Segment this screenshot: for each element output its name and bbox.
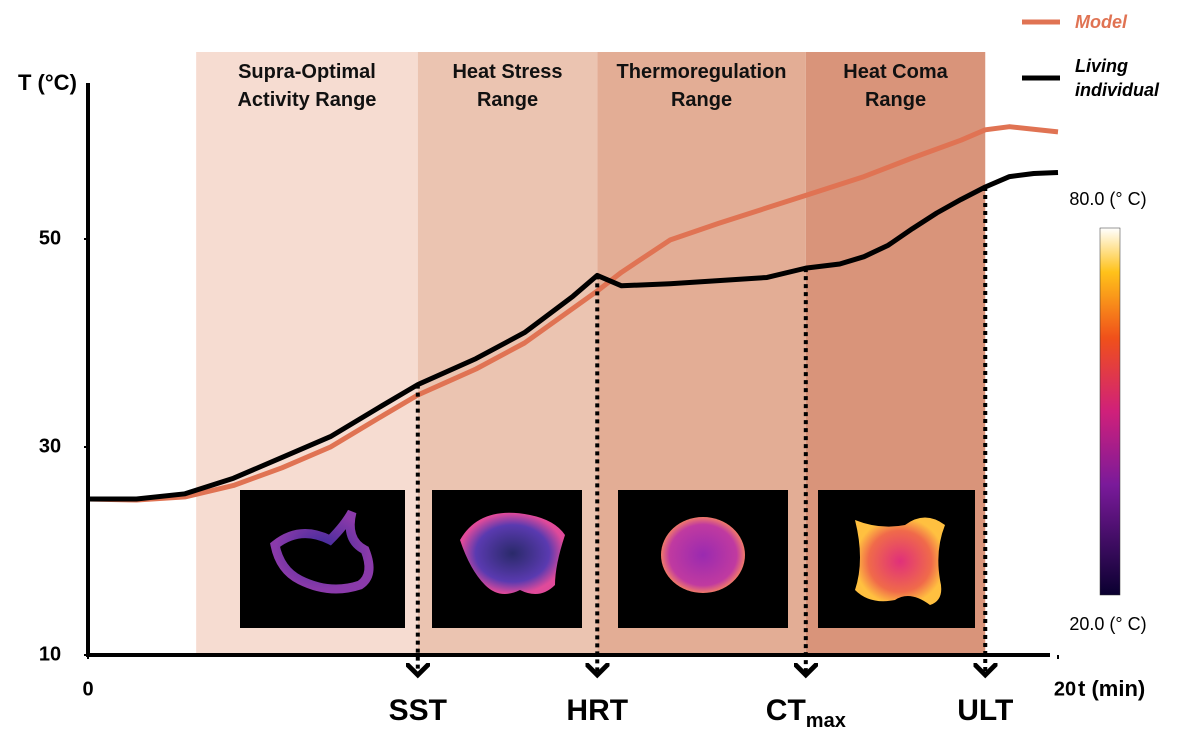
thermal-blob <box>855 517 945 605</box>
thermal-blob <box>661 517 745 593</box>
x-axis-title: t (min) <box>1078 676 1145 701</box>
thermal-image <box>240 490 405 628</box>
x-tick-label: 20 <box>1054 678 1076 700</box>
y-tick-label: 30 <box>39 435 61 457</box>
colorbar-max: 80.0 (° C) <box>1069 189 1146 209</box>
threshold-label: SST <box>389 694 447 727</box>
colorbar <box>1099 227 1121 596</box>
x-tick-label: 0 <box>82 678 93 700</box>
y-tick-label: 50 <box>39 227 61 249</box>
threshold-label: ULT <box>957 694 1013 727</box>
range-label: Heat Coma Range <box>843 61 948 111</box>
legend-label: Model <box>1075 12 1127 32</box>
legend-label: Living individual <box>1075 56 1160 100</box>
threshold-label: HRT <box>566 694 628 727</box>
series-line <box>88 169 1059 502</box>
thermal-blob <box>460 512 565 594</box>
colorbar-min: 20.0 (° C) <box>1069 614 1146 634</box>
y-axis-title: T (°C) <box>18 70 77 95</box>
range-label: Heat Stress Range <box>452 61 563 111</box>
y-tick-label: 10 <box>39 643 61 665</box>
range-label: Thermoregulation Range <box>616 61 787 111</box>
threshold-name: SST <box>389 694 447 727</box>
threshold-name: CT <box>766 694 806 727</box>
threshold-subscript: max <box>806 710 846 732</box>
thermal-images <box>240 490 975 628</box>
threshold-name: ULT <box>957 694 1013 727</box>
range-label: Supra-Optimal Activity Range <box>237 61 377 111</box>
thermal-blob <box>270 509 374 594</box>
threshold-label: CTmax <box>766 694 846 732</box>
threshold-name: HRT <box>566 694 628 727</box>
